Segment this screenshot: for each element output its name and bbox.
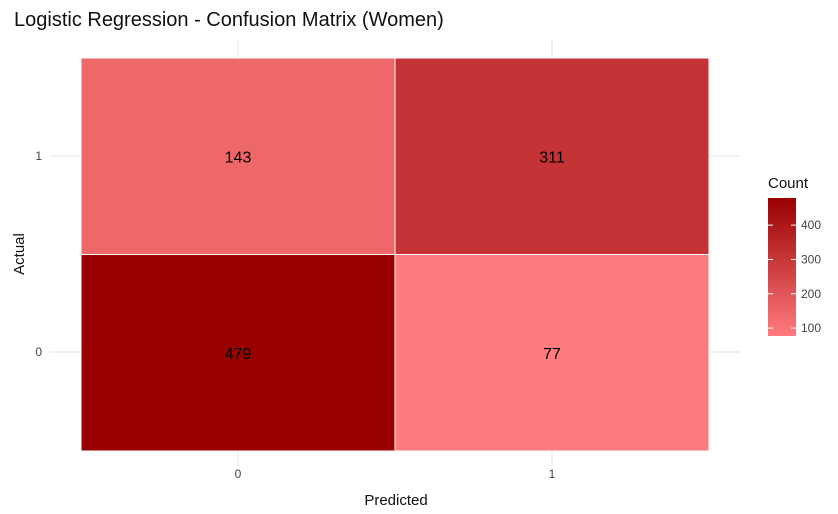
x-tick-label-0: 0 bbox=[235, 467, 242, 481]
legend-ticks: 100 200 300 400 bbox=[768, 218, 821, 335]
cell-value-label-actual-0-predicted-0: 479 bbox=[225, 346, 252, 363]
y-tick-label-0: 0 bbox=[35, 345, 42, 359]
cell-value-label-actual-1-predicted-1: 311 bbox=[539, 149, 565, 166]
y-tick-label-1: 1 bbox=[35, 149, 42, 163]
cell-value-label-actual-0-predicted-1: 77 bbox=[543, 346, 561, 363]
legend: Count 100 200 300 400 bbox=[768, 175, 821, 336]
cell-value-label-actual-1-predicted-0: 143 bbox=[225, 149, 252, 166]
heatmap-cells: 143 311 479 77 bbox=[80, 57, 710, 452]
legend-colorbar bbox=[768, 198, 796, 336]
y-axis-title: Actual bbox=[11, 233, 28, 275]
x-tick-label-1: 1 bbox=[549, 467, 556, 481]
legend-tick-label-400: 400 bbox=[801, 218, 821, 232]
heatmap-cell-actual-1-predicted-0 bbox=[80, 57, 396, 255]
heatmap-cell-actual-0-predicted-1 bbox=[394, 254, 710, 452]
legend-tick-label-100: 100 bbox=[801, 321, 821, 335]
x-axis-title: Predicted bbox=[364, 492, 427, 509]
legend-tick-label-300: 300 bbox=[801, 252, 821, 266]
legend-title: Count bbox=[768, 175, 809, 192]
chart-title: Logistic Regression - Confusion Matrix (… bbox=[14, 9, 444, 31]
heatmap-cell-actual-0-predicted-0 bbox=[80, 254, 396, 452]
legend-tick-label-200: 200 bbox=[801, 287, 821, 301]
